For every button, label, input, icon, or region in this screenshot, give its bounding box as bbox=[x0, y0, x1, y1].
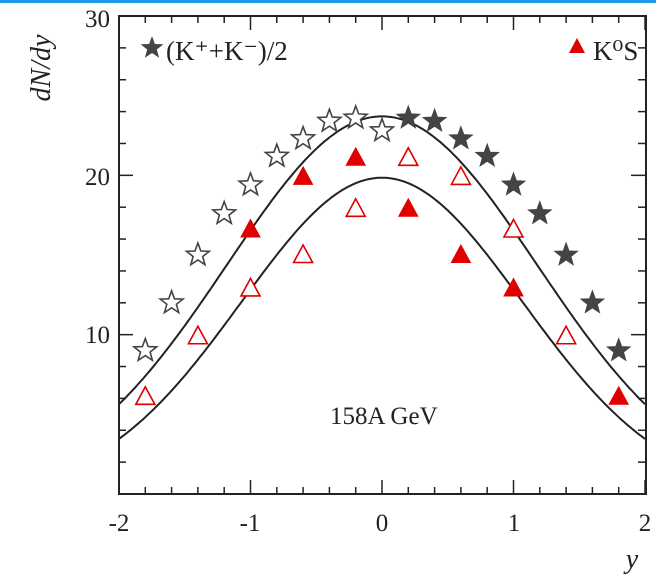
top-border bbox=[0, 0, 656, 3]
open-triangle-marker bbox=[397, 146, 420, 167]
x-axis-title: y bbox=[623, 544, 639, 575]
open-star-marker bbox=[236, 170, 265, 197]
y-axis-title: dN/dy bbox=[26, 34, 57, 101]
legend-star-marker bbox=[140, 36, 164, 58]
fit-curve bbox=[119, 176, 646, 440]
legend-triangle-marker bbox=[569, 38, 585, 53]
filled-star-marker bbox=[395, 104, 422, 129]
open-star-marker bbox=[131, 336, 159, 363]
x-tick-label: -2 bbox=[109, 510, 130, 537]
filled-triangle-marker bbox=[292, 165, 314, 185]
energy-annotation: 158A GeV bbox=[330, 403, 438, 430]
filled-star-marker bbox=[553, 241, 579, 266]
filled-triangle-marker bbox=[503, 277, 524, 297]
open-triangle-marker bbox=[502, 217, 525, 238]
y-tick-label: 30 bbox=[85, 6, 110, 33]
open-star-marker bbox=[315, 106, 343, 133]
filled-star-marker bbox=[474, 142, 500, 168]
y-tick-label: 20 bbox=[85, 164, 110, 191]
open-triangle-marker bbox=[239, 276, 262, 297]
open-star-marker bbox=[368, 116, 396, 143]
data-markers bbox=[131, 103, 632, 406]
open-triangle-marker bbox=[134, 385, 157, 406]
legend-kaon-label: (K⁺+K⁻)/2 bbox=[166, 36, 288, 66]
filled-star-marker bbox=[527, 200, 553, 225]
open-triangle-marker bbox=[344, 197, 367, 218]
filled-star-marker bbox=[421, 107, 448, 133]
filled-star-marker bbox=[500, 171, 527, 196]
open-star-marker bbox=[342, 103, 370, 130]
axis-ticks bbox=[118, 15, 646, 494]
open-star-marker bbox=[263, 141, 291, 168]
filled-triangle-marker bbox=[450, 243, 472, 263]
open-triangle-marker bbox=[187, 324, 209, 345]
x-tick-label: 0 bbox=[376, 510, 389, 537]
filled-triangle-marker bbox=[397, 197, 419, 217]
x-tick-label: -1 bbox=[240, 510, 261, 537]
filled-triangle-marker bbox=[240, 218, 261, 238]
filled-star-marker bbox=[605, 337, 632, 362]
open-star-marker bbox=[210, 199, 238, 226]
legend-k0s-label: K⁰S bbox=[593, 36, 638, 66]
x-tick-label: 2 bbox=[639, 510, 652, 537]
open-star-marker bbox=[289, 124, 317, 151]
open-triangle-marker bbox=[292, 243, 314, 264]
open-star-marker bbox=[184, 240, 212, 267]
filled-triangle-marker bbox=[608, 385, 630, 405]
filled-star-marker bbox=[448, 125, 474, 150]
open-triangle-marker bbox=[555, 324, 577, 345]
open-triangle-marker bbox=[450, 165, 472, 186]
open-star-marker bbox=[157, 288, 186, 315]
filled-star-marker bbox=[579, 289, 606, 314]
x-tick-label: 1 bbox=[508, 510, 521, 537]
filled-triangle-marker bbox=[345, 146, 367, 166]
fit-curves bbox=[119, 115, 646, 440]
y-tick-label: 10 bbox=[85, 322, 110, 349]
